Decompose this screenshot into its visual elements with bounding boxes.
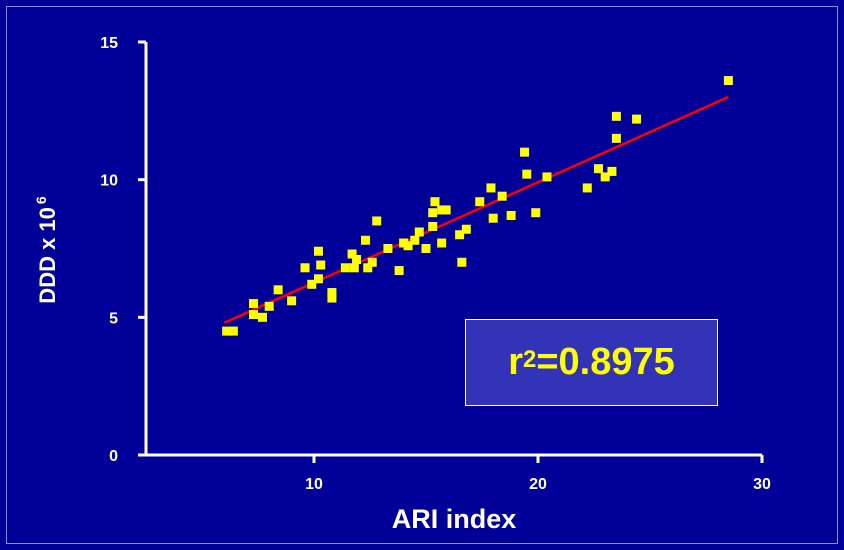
slide-border	[6, 6, 838, 544]
x-axis-title: ARI index	[392, 504, 517, 534]
data-point	[421, 244, 431, 253]
data-point	[531, 208, 541, 218]
data-point	[307, 279, 317, 289]
data-point	[441, 205, 451, 215]
data-point	[327, 288, 337, 298]
data-point	[600, 172, 610, 182]
data-point	[486, 183, 496, 193]
data-point	[414, 227, 424, 237]
data-point	[249, 310, 259, 320]
data-point	[257, 312, 267, 322]
data-point	[367, 257, 377, 267]
y-tick-label: 10	[100, 173, 118, 190]
y-tick-label: 15	[100, 35, 118, 52]
data-point	[497, 191, 507, 201]
y-axis-title: DDD x 10 6	[33, 196, 60, 304]
data-point	[313, 246, 323, 256]
data-point	[611, 111, 621, 121]
data-point	[352, 255, 362, 265]
data-point	[403, 241, 413, 251]
data-point	[410, 235, 420, 245]
r-squared-exponent: 2	[523, 345, 537, 373]
data-point	[228, 326, 238, 336]
x-tick-label: 20	[529, 476, 547, 493]
data-point	[264, 301, 274, 311]
data-point	[488, 213, 498, 223]
axes	[144, 42, 762, 457]
data-point	[522, 169, 532, 179]
data-point	[316, 260, 326, 270]
data-point	[430, 197, 440, 207]
data-point	[611, 133, 621, 143]
data-point	[607, 166, 617, 176]
data-point	[506, 210, 516, 220]
data-point	[542, 172, 552, 182]
data-point	[457, 257, 467, 267]
data-point	[363, 263, 373, 273]
data-point	[632, 114, 642, 124]
data-point	[273, 285, 283, 295]
data-point	[340, 263, 350, 273]
data-point	[383, 244, 393, 253]
data-point	[222, 326, 232, 336]
r-squared-value: =0.8975	[536, 341, 675, 383]
data-point	[428, 208, 438, 218]
data-point	[361, 235, 371, 245]
data-point	[582, 183, 592, 193]
data-point	[313, 274, 323, 284]
data-point	[520, 147, 530, 157]
regression-line	[223, 95, 729, 324]
x-tick-label: 10	[305, 476, 323, 493]
r-squared-prefix: r	[508, 341, 523, 383]
data-point	[287, 296, 297, 306]
data-point	[394, 266, 404, 276]
data-point	[593, 164, 603, 174]
data-point	[475, 197, 485, 207]
data-point	[300, 263, 310, 273]
data-point	[249, 299, 259, 309]
r-squared-annotation: r 2 =0.8975	[465, 319, 718, 406]
ticks: 10 20 30 0 5 10 15	[100, 35, 771, 493]
data-point	[455, 230, 465, 240]
y-axis-title-exponent: 6	[33, 196, 49, 204]
data-point	[349, 263, 359, 273]
data-point	[428, 221, 438, 231]
x-tick-label: 30	[753, 476, 771, 493]
data-point	[723, 76, 733, 86]
data-point	[437, 238, 447, 248]
data-points	[222, 76, 733, 336]
y-tick-label: 0	[109, 448, 118, 465]
data-point	[327, 293, 337, 303]
data-point	[347, 249, 357, 259]
y-axis-title-text: DDD x 10	[35, 207, 60, 304]
data-point	[372, 216, 382, 226]
data-point	[461, 224, 471, 234]
y-tick-label: 5	[109, 310, 118, 327]
